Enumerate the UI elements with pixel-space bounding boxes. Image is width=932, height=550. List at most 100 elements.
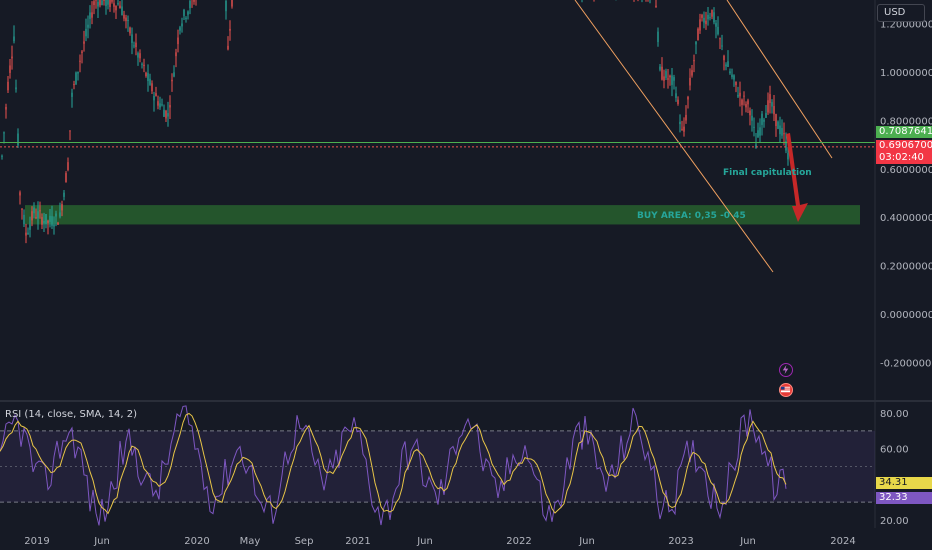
candle-body	[759, 127, 761, 136]
buy-area-label[interactable]: BUY AREA: 0,35 -0 45	[637, 211, 746, 221]
candle-body	[181, 23, 183, 27]
candle-body	[139, 53, 141, 59]
time-tick-label: 2021	[345, 536, 370, 547]
candle-body	[777, 121, 779, 129]
candle-body	[689, 77, 691, 86]
candle-body	[95, 0, 97, 1]
candle-body	[225, 0, 227, 12]
price-tag-red-timer: 03:02:40	[879, 152, 924, 163]
candle-body	[5, 107, 7, 110]
time-tick-label: Jun	[578, 536, 595, 547]
candle-body	[753, 126, 755, 128]
channel-lower-line[interactable]	[574, 0, 774, 273]
candle-body	[663, 76, 665, 81]
candle-body	[729, 71, 731, 74]
candle-body	[713, 12, 715, 23]
candle-body	[733, 75, 735, 80]
candle-body	[123, 14, 125, 19]
us-flag-icon[interactable]	[779, 383, 793, 397]
candle-body	[775, 114, 777, 126]
candle-body	[7, 81, 9, 91]
candle-body	[745, 104, 747, 108]
candle-body	[147, 73, 149, 82]
candle-body	[731, 74, 733, 78]
candle-body	[111, 0, 113, 2]
candle-body	[91, 12, 93, 18]
candle-body	[115, 5, 117, 11]
candle-body	[767, 100, 769, 113]
time-axis[interactable]: 2019 Jun 2020 May Sep 2021 Jun 2022 Jun 2023 Jun 20…	[24, 536, 855, 547]
candle-body	[751, 115, 753, 121]
candle-body	[23, 214, 25, 225]
candle-body	[747, 100, 749, 105]
candle-body	[73, 83, 75, 86]
candle-body	[679, 121, 681, 125]
candle-body	[47, 220, 49, 223]
candle-body	[787, 153, 789, 160]
candle-body	[231, 0, 233, 7]
candle-body	[691, 70, 693, 76]
rsi-sma-line	[0, 412, 787, 515]
lightning-icon[interactable]	[779, 363, 793, 377]
candle-body	[61, 203, 63, 211]
candle-body	[69, 130, 71, 132]
candle-body	[707, 14, 709, 20]
candle-body	[677, 99, 679, 104]
candle-body	[99, 0, 101, 6]
candle-body	[737, 94, 739, 97]
candle-body	[33, 207, 35, 214]
candle-body	[719, 38, 721, 40]
candle-body	[81, 51, 83, 53]
candlestick-series	[1, 0, 789, 244]
rsi-axis[interactable]: 80.00 60.00 20.00	[880, 409, 909, 527]
buy-area-zone[interactable]	[25, 205, 860, 225]
candle-body	[31, 211, 33, 221]
candle-body	[157, 101, 159, 106]
rsi-tick-label: 60.00	[880, 445, 909, 456]
candle-body	[85, 28, 87, 37]
candle-body	[137, 53, 139, 58]
candle-body	[721, 45, 723, 47]
candle-body	[45, 214, 47, 225]
candle-body	[655, 5, 657, 8]
rsi-tick-label: 20.00	[880, 516, 909, 527]
channel-upper-line[interactable]	[726, 0, 833, 159]
down-arrow[interactable]	[786, 133, 808, 222]
candle-body	[177, 37, 179, 45]
candle-body	[117, 3, 119, 5]
candle-body	[105, 0, 107, 7]
candle-body	[1, 155, 3, 157]
candle-body	[161, 104, 163, 106]
time-tick-label: Jun	[739, 536, 756, 547]
candle-body	[151, 83, 153, 92]
candle-body	[29, 224, 31, 230]
candle-body	[687, 97, 689, 100]
candle-body	[661, 66, 663, 80]
candle-body	[77, 71, 79, 74]
candle-body	[657, 31, 659, 43]
rsi-title[interactable]: RSI (14, close, SMA, 14, 2)	[5, 409, 138, 420]
candle-body	[685, 114, 687, 121]
candle-body	[665, 70, 667, 78]
candle-body	[693, 60, 695, 62]
candle-body	[133, 45, 135, 47]
candle-body	[163, 109, 165, 117]
candle-body	[43, 220, 45, 224]
candle-body	[761, 113, 763, 125]
currency-button[interactable]: USD	[877, 4, 925, 22]
candle-body	[189, 0, 191, 9]
candle-body	[715, 23, 717, 27]
time-tick-label: 2019	[24, 536, 49, 547]
candle-body	[771, 102, 773, 107]
time-tick-label: 2022	[506, 536, 531, 547]
candle-body	[739, 92, 741, 97]
capitulation-label[interactable]: Final capitulation	[723, 168, 812, 178]
time-tick-label: May	[240, 536, 261, 547]
time-tick-label: Jun	[93, 536, 110, 547]
